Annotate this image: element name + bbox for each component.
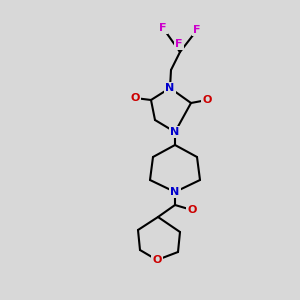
Text: O: O	[187, 205, 197, 215]
Text: F: F	[175, 39, 183, 49]
Text: N: N	[170, 187, 180, 197]
Text: F: F	[159, 23, 167, 33]
Text: N: N	[170, 127, 180, 137]
Text: O: O	[130, 93, 140, 103]
Text: N: N	[165, 83, 175, 93]
Text: O: O	[202, 95, 212, 105]
Text: O: O	[152, 255, 162, 265]
Text: F: F	[193, 25, 201, 35]
